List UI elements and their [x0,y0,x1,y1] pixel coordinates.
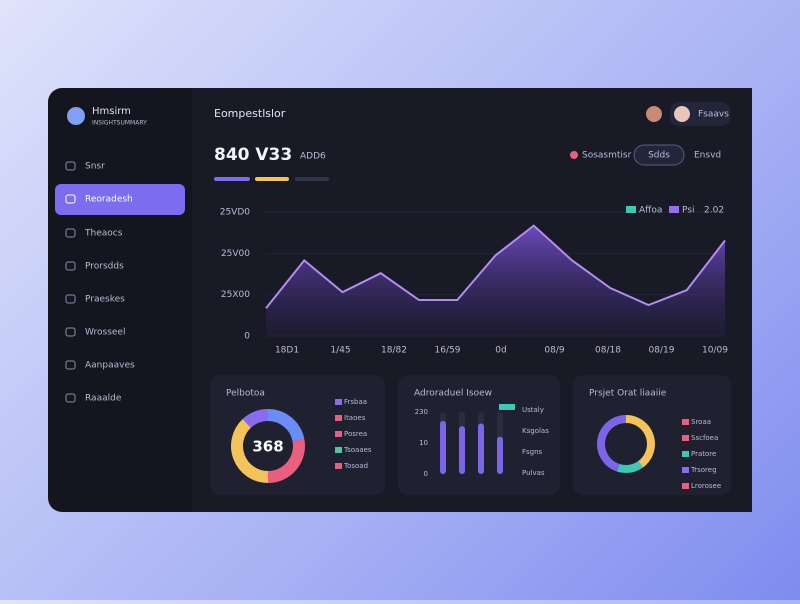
menu-icon [65,228,76,238]
x-tick-label: 0d [495,346,506,356]
menu-icon [65,360,76,370]
y-tick-label: 0 [244,332,250,342]
x-tick-label: 18/82 [381,346,407,356]
area [266,225,725,336]
legend-label: Itaoes [344,414,366,422]
y-tick-label: 25X00 [221,290,250,300]
menu-item[interactable]: Snsr [85,162,105,172]
legend-label: Frsbaa [344,398,367,406]
legend-swatch [335,399,342,405]
x-tick-label: 1/45 [330,346,350,356]
x-tick-label: 08/9 [544,346,564,356]
donut-segment [617,460,644,473]
bar [497,436,503,474]
progress [255,177,289,181]
big-sub: ADD6 [300,152,326,162]
pill-button[interactable] [633,144,685,166]
menu-icon [65,161,76,171]
pill[interactable]: Sosasmtisr [582,151,632,161]
legend-label: Sroaa [691,418,711,426]
donut-segment [231,419,269,483]
card-title: Prsjet Orat liaaiie [589,389,667,399]
menu-item[interactable]: Aanpaaves [85,361,135,371]
legend-swatch [682,483,689,489]
legend-swatch [682,435,689,441]
x-tick-label: 18D1 [275,346,299,356]
legend-swatch [682,451,689,457]
legend-swatch [626,206,636,213]
donut-segment [267,409,305,442]
menu-icon [65,261,76,271]
big-value: 840 V33 [214,145,292,165]
legend-swatch [499,404,515,410]
y-tick-label: 25V00 [221,249,250,259]
brand-sub: INSIGHTSUMMARY [92,120,147,127]
bar [478,423,484,474]
legend-swatch [335,431,342,437]
y-tick-label: 10 [419,439,428,447]
legend-label: Pratore [691,450,716,458]
legend-label: Lrorosee [691,482,721,490]
bar-label: Pulvas [522,469,545,477]
menu-item[interactable]: Praeskes [85,295,125,305]
menu-item[interactable]: Reoradesh [85,195,133,205]
card-title: Pelbotoa [226,389,265,399]
legend-swatch [335,463,342,469]
legend-label: Psi [682,206,694,216]
legend-label: Tosoad [343,462,368,470]
menu-item[interactable]: Theaocs [84,229,123,239]
menu-item[interactable]: Prorsdds [85,262,124,272]
menu-item[interactable]: Raaalde [85,394,122,404]
menu-icon [65,327,76,337]
legend-swatch [335,447,342,453]
legend-extra: 2.02 [704,206,724,216]
bar [440,420,446,474]
header-title: Eompestlslor [214,107,286,120]
legend-swatch [669,206,679,213]
y-tick-label: 230 [415,408,428,416]
avatar [674,106,690,122]
card-title: Adroraduel Isoew [414,389,492,399]
donut-segment [267,439,305,483]
menu-icon [65,194,76,204]
menu-icon [65,294,76,304]
progress [214,177,250,181]
legend-label: Sscfoea [691,434,718,442]
legend-label: Affoa [639,206,662,216]
donut-segment [242,409,269,429]
line [265,224,726,309]
brand: Hmsirm [92,106,131,117]
y-tick-label: 0 [424,470,428,478]
bar [459,426,465,474]
status-dot [570,151,578,159]
x-tick-label: 16/59 [435,346,461,356]
x-tick-label: 10/09 [702,346,728,356]
menu-icon [65,393,76,403]
menu-active[interactable] [55,184,185,215]
donut-center: 368 [252,438,283,456]
legend-swatch [682,467,689,473]
legend-label: Trsoreg [690,466,717,474]
progress [295,177,329,181]
y-tick-label: 25VD0 [220,208,251,218]
bar-label: Ustaly [522,406,544,414]
bar-label: Fsgns [522,448,543,456]
bar-label: Ksgolas [522,427,549,435]
menu-item[interactable]: Wrosseel [85,328,125,338]
x-tick-label: 08/19 [649,346,675,356]
legend-swatch [682,419,689,425]
legend-label: Tsoaaes [343,446,372,454]
donut-segment [597,415,627,472]
logo [67,107,85,125]
x-tick-label: 08/18 [595,346,621,356]
donut-segment [625,415,655,468]
legend-swatch [335,415,342,421]
pill[interactable]: Ensvd [694,151,721,161]
avatar-icon [646,106,662,122]
pill[interactable]: Sdds [648,151,670,161]
user-name: Fsaavs [698,110,729,120]
legend-label: Posrea [344,430,367,438]
